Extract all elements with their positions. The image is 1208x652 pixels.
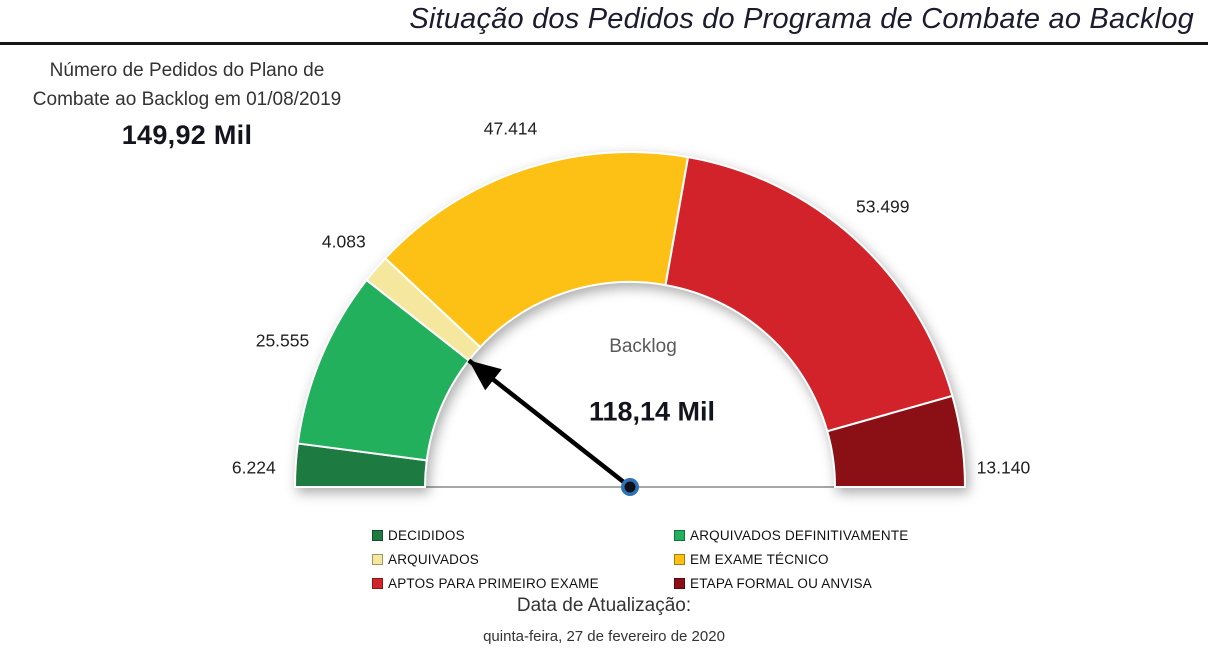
legend-item: ARQUIVADOS (372, 548, 674, 570)
legend-item: ETAPA FORMAL OU ANVISA (674, 572, 1006, 594)
gauge-value-label: 13.140 (976, 457, 1031, 478)
legend-label: ETAPA FORMAL OU ANVISA (690, 575, 872, 591)
legend-swatch (674, 553, 685, 565)
legend-label: EM EXAME TÉCNICO (690, 551, 829, 567)
legend: DECIDIDOS ARQUIVADOS DEFINITIVAMENTE ARQ… (372, 524, 1006, 594)
page-title: Situação dos Pedidos do Programa de Comb… (409, 3, 1194, 35)
legend-swatch (674, 529, 685, 541)
gauge-needle-value: 118,14 Mil (588, 396, 716, 427)
legend-item: EM EXAME TÉCNICO (674, 548, 1006, 570)
update-date: quinta-feira, 27 de fevereiro de 2020 (483, 628, 725, 645)
gauge-value-label: 6.224 (231, 457, 276, 478)
legend-label: ARQUIVADOS DEFINITIVAMENTE (690, 527, 909, 543)
legend-swatch (372, 553, 383, 565)
gauge-needle (467, 358, 639, 496)
legend-item: DECIDIDOS (372, 524, 674, 546)
gauge-segment (664, 155, 954, 433)
legend-item: APTOS PARA PRIMEIRO EXAME (372, 572, 674, 594)
info-total-value: 149,92 Mil (121, 120, 253, 150)
title-divider (0, 42, 1208, 45)
gauge-center-title: Backlog (609, 336, 677, 357)
legend-item: ARQUIVADOS DEFINITIVAMENTE (674, 524, 1006, 546)
legend-swatch (372, 529, 383, 541)
info-label-line1: Número de Pedidos do Plano de (49, 60, 325, 81)
legend-label: DECIDIDOS (388, 527, 465, 543)
info-panel: Número de Pedidos do Plano de Combate ao… (8, 56, 366, 150)
legend-swatch (372, 577, 383, 589)
gauge-segment (826, 394, 967, 488)
gauge-value-label: 47.414 (483, 118, 538, 139)
legend-label: ARQUIVADOS (388, 551, 480, 567)
legend-label: APTOS PARA PRIMEIRO EXAME (388, 575, 599, 591)
gauge-value-label: 25.555 (255, 330, 310, 351)
gauge-arcs (293, 151, 967, 488)
gauge-value-label: 53.499 (856, 196, 910, 217)
info-label-line2: Combate ao Backlog em 01/08/2019 (32, 89, 342, 110)
legend-swatch (674, 577, 685, 589)
update-label: Data de Atualização: (516, 595, 692, 616)
gauge-value-label: 4.083 (321, 231, 366, 252)
